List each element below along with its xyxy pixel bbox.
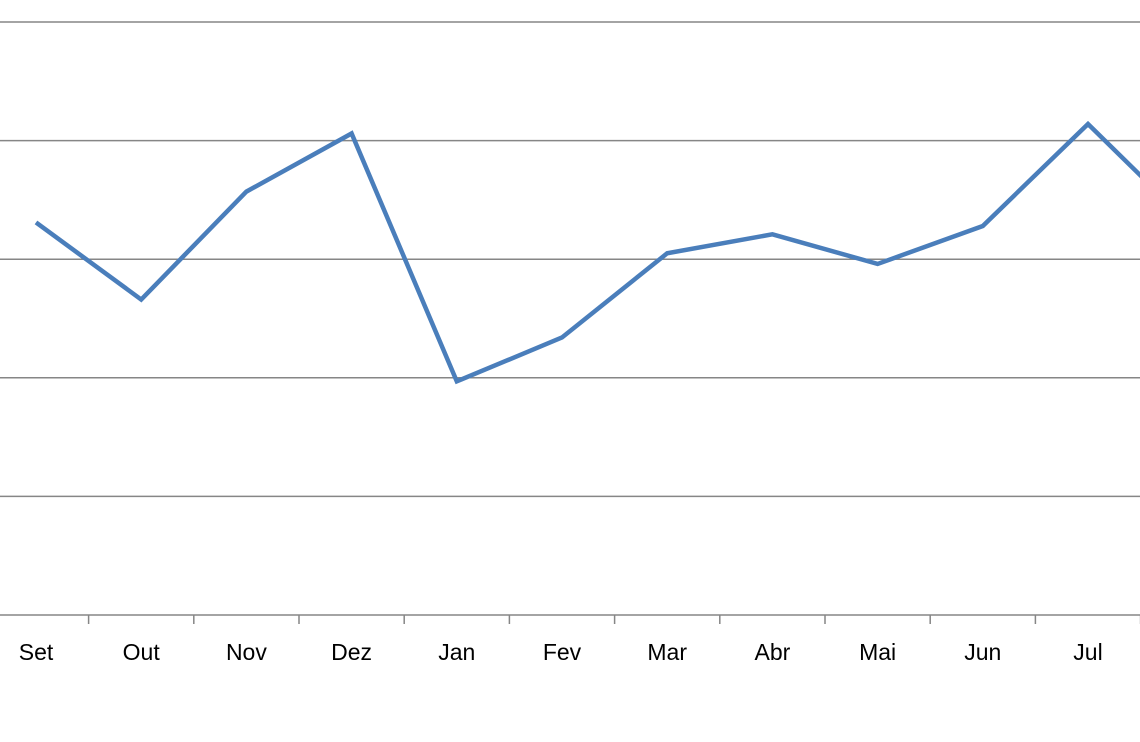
x-tick-label: Mai [859, 639, 896, 665]
x-tick-label: Dez [331, 639, 372, 665]
x-tick-label: Jul [1073, 639, 1102, 665]
x-tick-label: Fev [543, 639, 582, 665]
x-tick-label: Nov [226, 639, 267, 665]
x-tick-label: Set [19, 639, 54, 665]
x-tick-label: Abr [755, 639, 791, 665]
x-tick-label: Mar [647, 639, 687, 665]
x-tick-label: Jan [438, 639, 475, 665]
x-tick-label: Jun [964, 639, 1001, 665]
data-line [34, 120, 1140, 385]
x-tick-label: Out [123, 639, 161, 665]
